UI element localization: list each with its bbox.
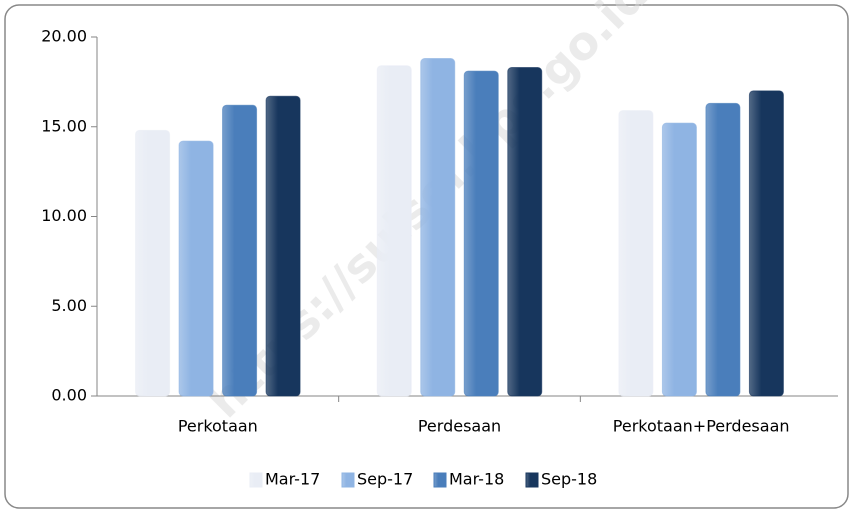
bar [265, 95, 301, 397]
bar [420, 58, 456, 397]
y-tick-label: 10.00 [41, 206, 87, 225]
bar [618, 110, 654, 397]
bar [507, 67, 543, 397]
y-tick-label: 20.00 [41, 27, 87, 46]
bar [222, 104, 258, 397]
y-tick-label: 5.00 [51, 296, 87, 315]
x-tick-label: Perkotaan [178, 417, 258, 436]
legend-swatch [341, 472, 355, 488]
x-tick-label: Perkotaan+Perdesaan [613, 417, 790, 436]
legend-swatch [249, 472, 263, 488]
legend-label: Mar-17 [265, 470, 320, 489]
legend-label: Sep-17 [357, 470, 413, 489]
bar [463, 70, 499, 397]
bar [661, 122, 697, 397]
bar [135, 129, 171, 397]
legend-swatch [525, 472, 539, 488]
legend-swatch [433, 472, 447, 488]
x-tick-label: Perdesaan [418, 417, 501, 436]
legend-label: Mar-18 [449, 470, 504, 489]
y-tick-label: 0.00 [51, 386, 87, 405]
bar [705, 102, 741, 397]
bar [178, 140, 214, 397]
y-tick-label: 15.00 [41, 116, 87, 135]
bar [748, 90, 784, 397]
bar [376, 65, 412, 397]
legend-label: Sep-18 [541, 470, 597, 489]
